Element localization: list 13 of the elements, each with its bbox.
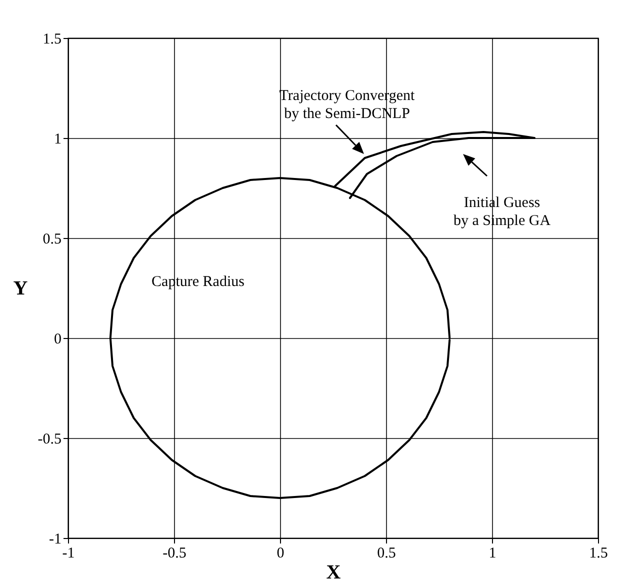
y-tick-label: 1.5 (42, 32, 62, 48)
x-tick-label: 0.5 (377, 546, 396, 562)
y-tick-label: 1 (54, 132, 62, 148)
y-tick-label: -1 (49, 532, 62, 548)
y-tick-label: -0.5 (38, 432, 62, 448)
x-axis-title: X (326, 562, 342, 584)
x-tick-label: -0.5 (162, 546, 186, 562)
x-tick-label: 0 (276, 546, 284, 562)
y-tick-label: 0 (54, 332, 62, 348)
x-tick-label: 1.5 (589, 546, 608, 562)
y-axis-title: Y (13, 278, 28, 300)
y-tick-label: 0.5 (42, 232, 62, 248)
x-tick-label: 1 (488, 546, 496, 562)
